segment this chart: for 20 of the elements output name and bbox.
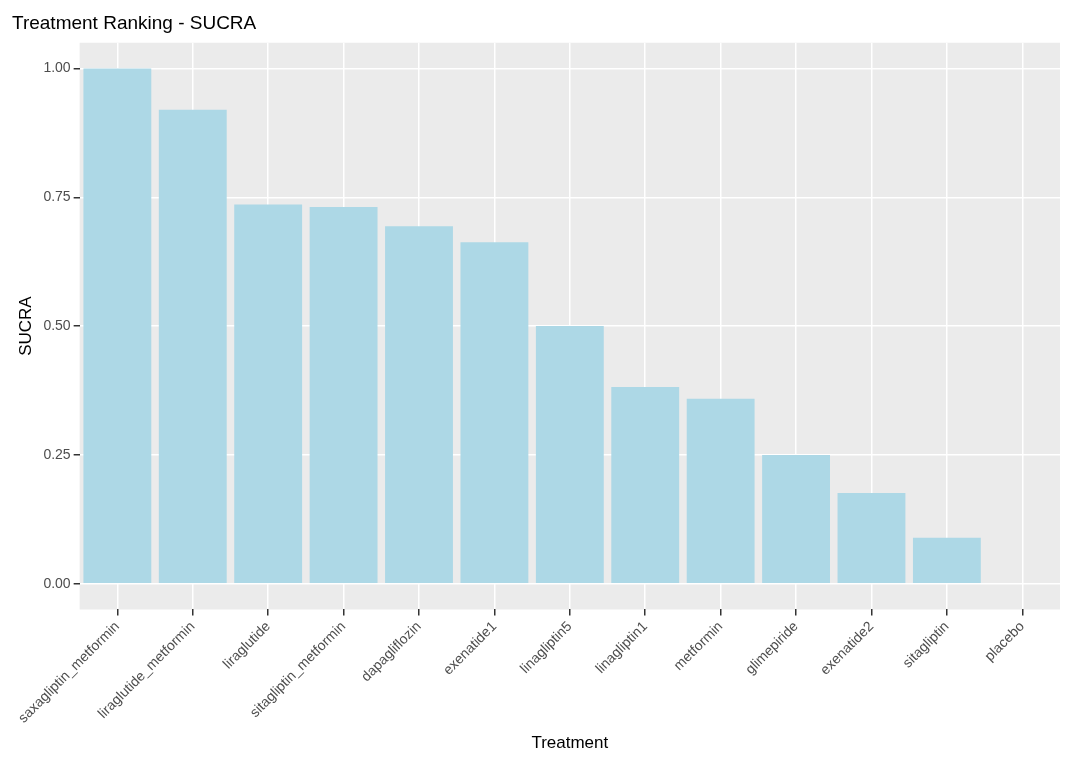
y-tick-label: 0.75 [43,188,71,205]
bar [158,109,227,583]
y-tick-label: 0.25 [43,445,71,462]
bar [611,386,680,583]
bar [686,398,755,583]
bar [535,326,604,583]
bar [460,242,529,583]
bar [837,493,906,583]
bar [385,226,453,583]
bar [234,204,303,583]
bar [309,207,378,583]
chart-title: Treatment Ranking - SUCRA [12,11,257,33]
x-axis-title: Treatment [531,733,609,753]
y-tick-label: 0.00 [43,574,71,591]
y-tick-label: 1.00 [43,59,71,76]
y-tick-label: 0.50 [43,316,71,333]
bar [762,454,830,583]
y-axis-title: SUCRA [15,295,35,356]
bar [912,537,981,583]
bar [83,68,152,583]
